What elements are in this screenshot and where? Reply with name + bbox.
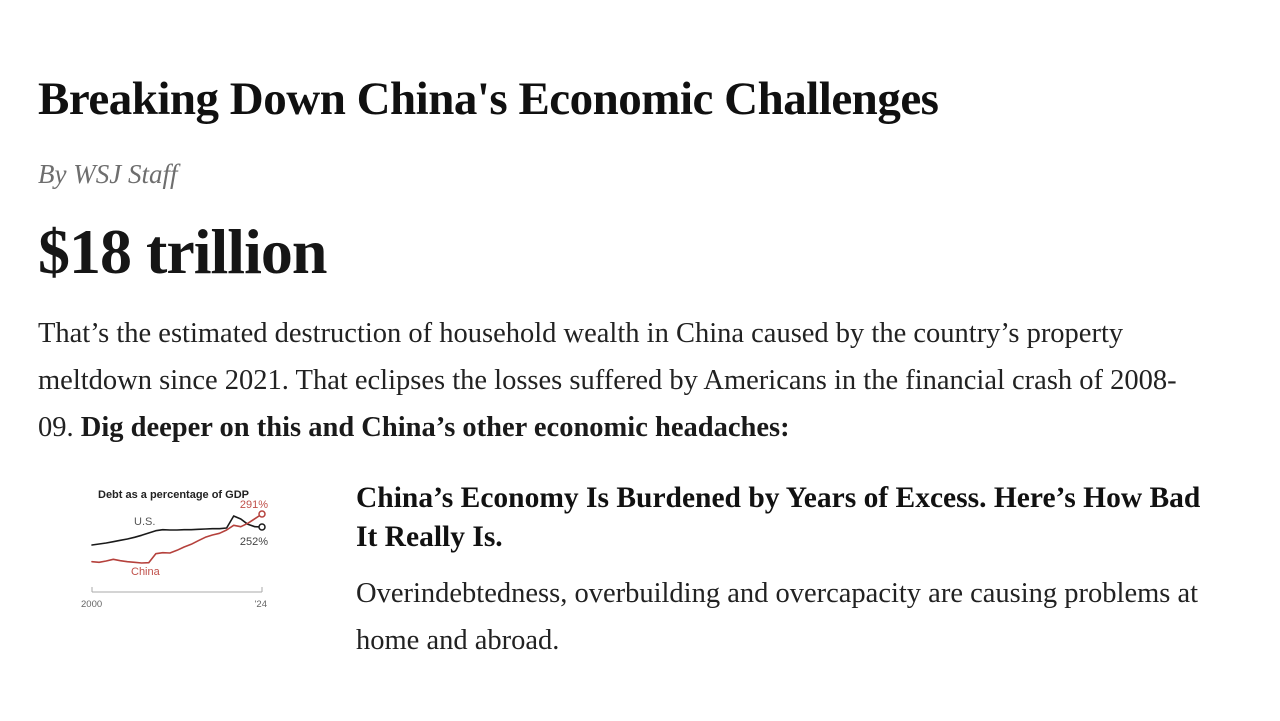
chart-title: Debt as a percentage of GDP [98,489,249,501]
chart-thumbnail-link[interactable]: Debt as a percentage of GDP U.S. China 2… [38,479,356,621]
big-stat: $18 trillion [38,215,327,287]
us-end-value-label: 252% [240,536,268,548]
china-series-label: China [131,566,161,578]
us-line [91,515,263,547]
intro-paragraph: That’s the estimated destruction of hous… [38,310,1188,451]
debt-gdp-mini-chart: Debt as a percentage of GDP U.S. China 2… [81,489,268,610]
intro-regular-text: That’s the estimated destruction of hous… [38,317,1177,443]
related-article-headline-link[interactable]: China’s Economy Is Burdened by Years of … [356,482,1201,554]
china-end-value-label: 291% [240,499,268,511]
x-tick-label-2000: 2000 [81,599,102,610]
china-line [91,513,263,565]
x-tick-label-24: '24 [255,599,267,610]
related-article-row: Debt as a percentage of GDP U.S. China 2… [38,479,1220,664]
related-article-description: Overindebtedness, overbuilding and overc… [356,578,1199,657]
article-page: Breaking Down China's Economic Challenge… [0,73,1280,664]
us-series-label: U.S. [134,516,155,528]
byline: By WSJ Staff [38,158,178,189]
page-title: Breaking Down China's Economic Challenge… [38,73,939,125]
china-endpoint-marker [258,510,266,519]
intro-bold-text: Dig deeper on this and China’s other eco… [80,411,790,443]
us-endpoint-marker [258,523,266,532]
related-article-text: China’s Economy Is Burdened by Years of … [356,479,1220,664]
